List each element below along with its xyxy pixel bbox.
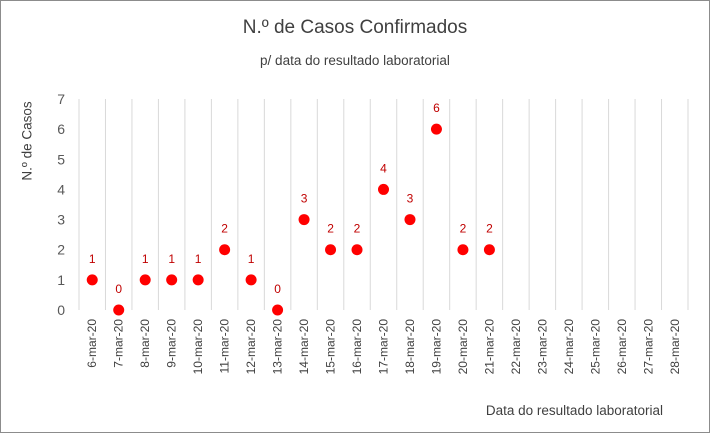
x-tick-label: 22-mar-20: [509, 319, 523, 375]
x-tick-label: 12-mar-20: [244, 319, 258, 375]
x-tick-label: 8-mar-20: [138, 319, 152, 368]
data-label: 2: [486, 222, 493, 236]
data-label: 1: [89, 252, 96, 266]
x-tick-label: 23-mar-20: [535, 319, 549, 375]
data-point: [325, 244, 337, 256]
data-label: 2: [221, 222, 228, 236]
data-point: [457, 244, 469, 256]
y-tick-label: 0: [57, 302, 65, 318]
data-point: [404, 214, 416, 226]
data-label: 1: [142, 252, 149, 266]
data-point: [378, 183, 389, 195]
data-label: 6: [433, 101, 440, 115]
chart-subtitle: p/ data do resultado laboratorial: [260, 53, 450, 68]
chart-title: N.º de Casos Confirmados: [242, 17, 468, 38]
data-point: [192, 274, 204, 286]
x-tick-label: 6-mar-20: [85, 319, 99, 368]
data-point: [166, 274, 178, 286]
data-point: [351, 244, 363, 256]
x-tick-label: 26-mar-20: [615, 319, 629, 375]
x-tick-label: 19-mar-20: [429, 319, 443, 375]
data-point: [245, 274, 257, 286]
x-tick-label: 15-mar-20: [324, 319, 338, 375]
data-point: [483, 244, 495, 256]
x-axis-label: Data do resultado laboratorial: [485, 403, 663, 418]
data-label: 3: [301, 192, 308, 206]
x-tick-label: 25-mar-20: [588, 319, 602, 375]
data-label: 2: [327, 222, 334, 236]
x-tick-label: 14-mar-20: [297, 319, 311, 375]
data-label: 1: [195, 252, 202, 266]
x-tick-label: 10-mar-20: [191, 319, 205, 375]
y-tick-label: 4: [57, 181, 65, 197]
data-label: 1: [168, 252, 175, 266]
data-label: 3: [407, 192, 414, 206]
x-tick-label: 24-mar-20: [562, 319, 576, 375]
x-tick-label: 28-mar-20: [668, 319, 682, 375]
x-tick-label: 17-mar-20: [377, 319, 391, 375]
y-tick-label: 5: [57, 151, 65, 167]
data-point: [272, 304, 284, 316]
x-tick-label: 11-mar-20: [218, 319, 232, 374]
data-label: 4: [380, 161, 387, 175]
data-label: 1: [248, 252, 255, 266]
data-label: 2: [354, 222, 361, 236]
x-tick-label: 21-mar-20: [482, 319, 496, 375]
x-tick-label: 20-mar-20: [456, 319, 470, 375]
y-tick-label: 1: [57, 272, 65, 288]
y-tick-label: 6: [57, 121, 65, 137]
data-label: 2: [460, 222, 467, 236]
x-tick-label: 9-mar-20: [165, 319, 179, 368]
data-point: [430, 123, 442, 135]
x-tick-label: 7-mar-20: [112, 319, 126, 368]
x-tick-label: 13-mar-20: [271, 319, 285, 375]
data-point: [298, 214, 310, 226]
data-label: 0: [115, 282, 122, 296]
y-tick-label: 2: [57, 242, 65, 258]
x-tick-label: 27-mar-20: [641, 319, 655, 375]
data-point: [86, 274, 98, 286]
data-point: [113, 304, 125, 316]
data-label: 0: [274, 282, 281, 296]
x-tick-label: 18-mar-20: [403, 319, 417, 375]
data-point: [219, 244, 231, 256]
y-tick-label: 3: [57, 212, 65, 228]
y-tick-label: 7: [57, 91, 65, 107]
data-point: [139, 274, 151, 286]
x-tick-label: 16-mar-20: [350, 319, 364, 375]
